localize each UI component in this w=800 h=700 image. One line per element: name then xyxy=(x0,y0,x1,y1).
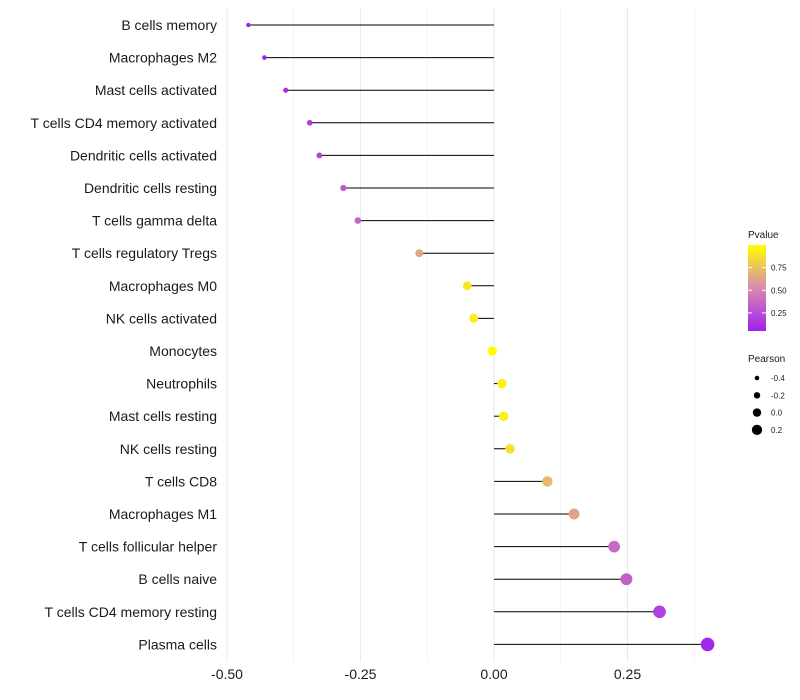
point xyxy=(340,184,347,192)
point xyxy=(498,411,509,421)
grid-lines xyxy=(226,8,695,662)
x-axis-ticks: -0.50 -0.25 0.00 0.25 xyxy=(211,666,641,682)
pvalue-legend-tick-label: 0.75 xyxy=(771,264,787,273)
pvalue-legend-ticks: 0.25 0.50 0.75 xyxy=(748,264,787,318)
pearson-legend-key xyxy=(753,392,761,399)
category-label: B cells memory xyxy=(121,17,217,33)
category-label: Macrophages M1 xyxy=(109,506,217,522)
point xyxy=(262,55,267,60)
point xyxy=(306,119,313,126)
pearson-legend-label: -0.2 xyxy=(771,391,785,400)
pearson-legend-key xyxy=(754,375,760,381)
point xyxy=(608,540,621,553)
pvalue-legend-tick-label: 0.50 xyxy=(771,286,787,295)
pearson-legend: Pearson -0.4 -0.2 0.0 0.2 xyxy=(748,354,785,436)
points xyxy=(246,22,715,652)
point xyxy=(620,573,633,586)
category-label: Dendritic cells resting xyxy=(84,180,217,196)
category-label: NK cells resting xyxy=(120,441,217,457)
point xyxy=(505,443,515,454)
point xyxy=(700,637,715,652)
category-label: T cells CD4 memory activated xyxy=(31,115,217,131)
category-label: Mast cells resting xyxy=(109,408,217,424)
category-label: Dendritic cells activated xyxy=(70,147,217,163)
category-label: T cells follicular helper xyxy=(79,539,218,555)
point xyxy=(462,281,472,291)
pearson-legend-key xyxy=(751,424,763,436)
point xyxy=(354,217,362,224)
point xyxy=(316,152,323,159)
pearson-legend-label: 0.2 xyxy=(771,426,783,435)
category-label: T cells regulatory Tregs xyxy=(72,245,217,261)
pvalue-legend-title: Pvalue xyxy=(748,230,779,241)
pearson-legend-keys: -0.4 -0.2 0.0 0.2 xyxy=(751,374,785,436)
point xyxy=(469,313,479,323)
pvalue-colorbar xyxy=(748,245,766,331)
point xyxy=(283,87,289,93)
x-tick-label: -0.25 xyxy=(345,666,377,682)
point xyxy=(568,508,580,520)
point xyxy=(542,476,553,487)
pearson-legend-key xyxy=(752,408,762,417)
point xyxy=(487,346,498,356)
category-label: Monocytes xyxy=(149,343,217,359)
pvalue-legend: Pvalue 0.25 0.50 0.75 xyxy=(748,230,787,331)
category-label: Mast cells activated xyxy=(95,82,217,98)
category-label: T cells gamma delta xyxy=(92,213,217,229)
x-tick-label: 0.25 xyxy=(614,666,641,682)
category-label: Plasma cells xyxy=(138,636,217,652)
category-label: T cells CD8 xyxy=(145,473,217,489)
category-label: Macrophages M2 xyxy=(109,50,217,66)
pvalue-legend-tick-label: 0.25 xyxy=(771,309,787,318)
x-tick-label: 0.00 xyxy=(480,666,507,682)
point xyxy=(246,22,251,28)
point xyxy=(415,249,424,258)
point xyxy=(497,378,507,389)
category-label: NK cells activated xyxy=(106,310,217,326)
pearson-legend-label: -0.4 xyxy=(771,374,785,383)
category-label: T cells CD4 memory resting xyxy=(45,604,217,620)
segments xyxy=(248,24,708,645)
pearson-legend-title: Pearson xyxy=(748,354,785,365)
pearson-legend-label: 0.0 xyxy=(771,409,783,418)
category-label: Neutrophils xyxy=(146,376,217,392)
point xyxy=(653,605,666,619)
x-tick-label: -0.50 xyxy=(211,666,243,682)
category-label: Macrophages M0 xyxy=(109,278,217,294)
category-labels: B cells memory Macrophages M2 Mast cells a… xyxy=(31,17,218,652)
category-label: B cells naive xyxy=(138,571,217,587)
